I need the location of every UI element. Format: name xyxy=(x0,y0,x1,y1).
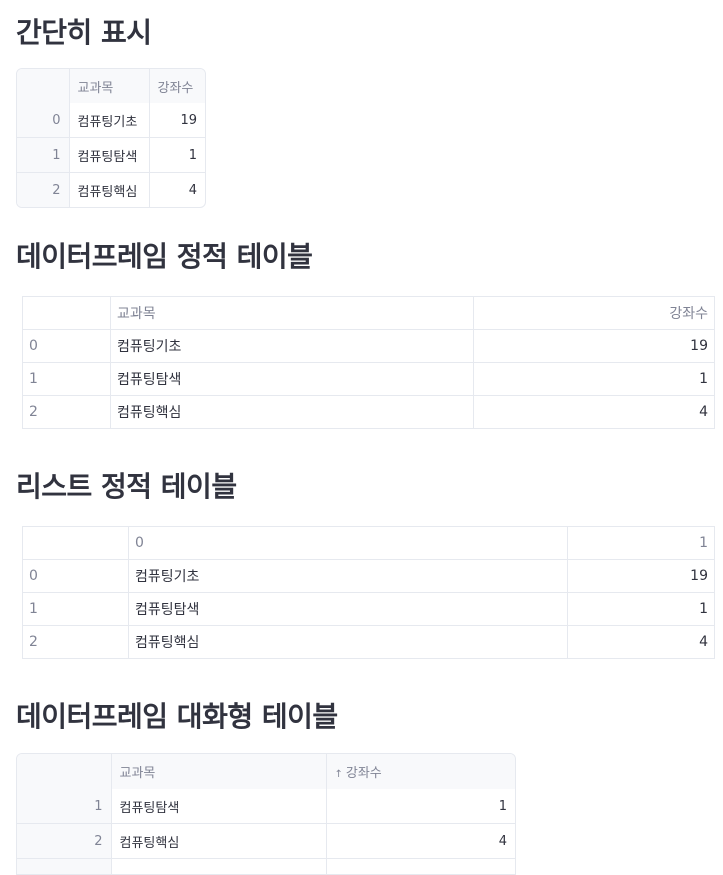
cell-subject: 컴퓨팅핵심 xyxy=(129,626,568,659)
column-header-count[interactable]: 강좌수 xyxy=(149,69,205,103)
list-static-table: 0 1 0 컴퓨팅기초 19 1 컴퓨팅탐색 1 2 컴퓨팅핵심 4 xyxy=(22,526,715,659)
column-header-count: 강좌수 xyxy=(474,297,715,330)
cell-count: 19 xyxy=(568,560,715,593)
cell-subject[interactable]: 컴퓨팅핵심 xyxy=(69,173,149,208)
table-row: 1 컴퓨팅탐색 1 xyxy=(17,789,515,824)
cell-subject: 컴퓨팅탐색 xyxy=(129,593,568,626)
sort-ascending-icon: ↑ xyxy=(335,769,343,780)
cell-subject: 컴퓨팅핵심 xyxy=(111,396,474,429)
cell-count[interactable]: 4 xyxy=(149,173,205,208)
index-header xyxy=(23,297,111,330)
table-header-row: 교과목 강좌수 xyxy=(23,297,715,330)
table-header-row: 0 1 xyxy=(23,527,715,560)
index-header xyxy=(17,754,111,789)
column-header-subject[interactable]: 교과목 xyxy=(69,69,149,103)
index-header xyxy=(17,69,69,103)
cell-subject[interactable]: 컴퓨팅핵심 xyxy=(111,824,326,859)
row-index: 1 xyxy=(23,593,129,626)
column-header-subject: 교과목 xyxy=(111,297,474,330)
table-row: 0 컴퓨팅기초 19 xyxy=(23,330,715,363)
row-index: 2 xyxy=(23,626,129,659)
row-index xyxy=(17,859,111,875)
cell-count: 1 xyxy=(474,363,715,396)
table-row: 1 컴퓨팅탐색 1 xyxy=(23,593,715,626)
cell-subject: 컴퓨팅기초 xyxy=(111,330,474,363)
column-header-0: 0 xyxy=(129,527,568,560)
row-index: 1 xyxy=(23,363,111,396)
table-row: 2 컴퓨팅핵심 4 xyxy=(17,173,205,208)
section-title-dataframe-interactive: 데이터프레임 대화형 테이블 xyxy=(16,699,338,735)
table-row xyxy=(17,859,515,875)
table-row: 2 컴퓨팅핵심 4 xyxy=(17,824,515,859)
section-title-list-static: 리스트 정적 테이블 xyxy=(16,469,237,505)
row-index: 0 xyxy=(23,330,111,363)
cell-subject[interactable]: 컴퓨팅탐색 xyxy=(111,789,326,824)
cell-count: 4 xyxy=(474,396,715,429)
row-index: 1 xyxy=(17,138,69,173)
cell-subject[interactable] xyxy=(111,859,326,875)
cell-count[interactable]: 19 xyxy=(149,103,205,138)
column-header-subject[interactable]: 교과목 xyxy=(111,754,326,789)
table-row: 2 컴퓨팅핵심 4 xyxy=(23,396,715,429)
row-index: 1 xyxy=(17,789,111,824)
row-index: 0 xyxy=(17,103,69,138)
simple-dataframe[interactable]: 교과목 강좌수 0 컴퓨팅기초 19 1 컴퓨팅탐색 1 2 컴퓨팅핵심 4 xyxy=(16,68,206,208)
table-row: 1 컴퓨팅탐색 1 xyxy=(17,138,205,173)
index-header xyxy=(23,527,129,560)
interactive-dataframe[interactable]: 교과목 ↑강좌수 1 컴퓨팅탐색 1 2 컴퓨팅핵심 4 xyxy=(16,753,516,875)
cell-count[interactable] xyxy=(326,859,515,875)
table-row: 0 컴퓨팅기초 19 xyxy=(17,103,205,138)
section-title-simple: 간단히 표시 xyxy=(16,15,152,51)
cell-subject[interactable]: 컴퓨팅탐색 xyxy=(69,138,149,173)
table-row: 0 컴퓨팅기초 19 xyxy=(23,560,715,593)
row-index: 2 xyxy=(23,396,111,429)
table-row: 1 컴퓨팅탐색 1 xyxy=(23,363,715,396)
row-index: 0 xyxy=(23,560,129,593)
cell-count: 1 xyxy=(568,593,715,626)
table-row: 2 컴퓨팅핵심 4 xyxy=(23,626,715,659)
table-header-row: 교과목 ↑강좌수 xyxy=(17,754,515,789)
cell-count: 19 xyxy=(474,330,715,363)
column-header-count-label: 강좌수 xyxy=(346,766,382,781)
row-index: 2 xyxy=(17,173,69,208)
cell-count[interactable]: 1 xyxy=(149,138,205,173)
table-header-row: 교과목 강좌수 xyxy=(17,69,205,103)
cell-subject[interactable]: 컴퓨팅기초 xyxy=(69,103,149,138)
section-title-dataframe-static: 데이터프레임 정적 테이블 xyxy=(16,239,312,275)
column-header-1: 1 xyxy=(568,527,715,560)
cell-subject: 컴퓨팅기초 xyxy=(129,560,568,593)
cell-subject: 컴퓨팅탐색 xyxy=(111,363,474,396)
column-header-count[interactable]: ↑강좌수 xyxy=(326,754,515,789)
cell-count[interactable]: 4 xyxy=(326,824,515,859)
dataframe-static-table: 교과목 강좌수 0 컴퓨팅기초 19 1 컴퓨팅탐색 1 2 컴퓨팅핵심 4 xyxy=(22,296,715,429)
row-index: 2 xyxy=(17,824,111,859)
cell-count: 4 xyxy=(568,626,715,659)
cell-count[interactable]: 1 xyxy=(326,789,515,824)
